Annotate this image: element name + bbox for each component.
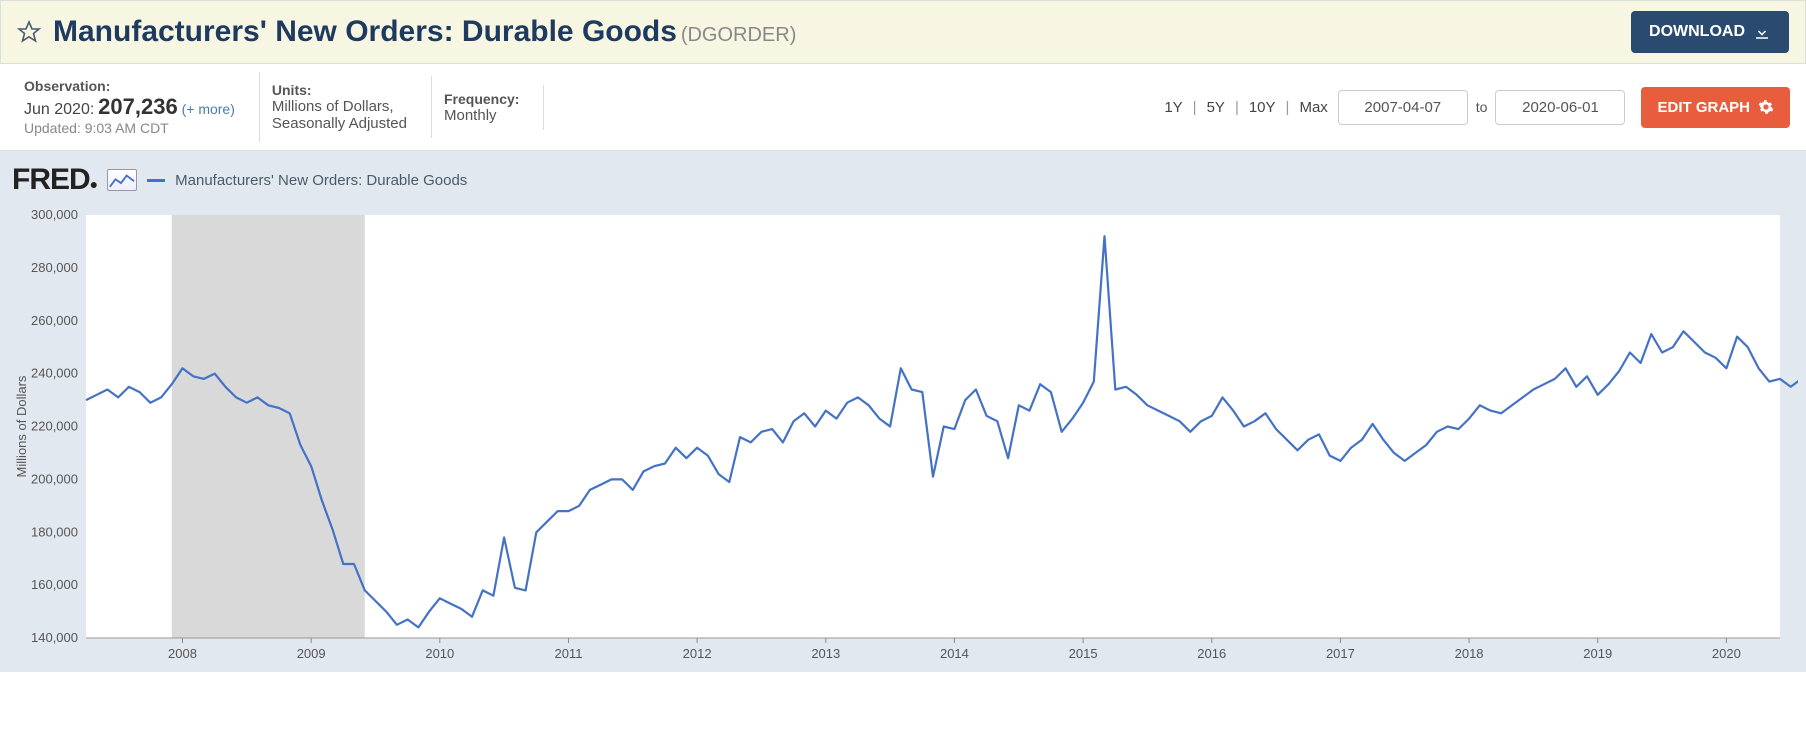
meta-bar: Observation: Jun 2020: 207,236 (+ more) … (0, 64, 1806, 151)
chart-header: FRED● Manufacturers' New Orders: Durable… (8, 159, 1806, 203)
updated-text: Updated: 9:03 AM CDT (24, 120, 235, 136)
svg-text:280,000: 280,000 (31, 260, 78, 275)
title-bar: Manufacturers' New Orders: Durable Goods… (0, 0, 1806, 64)
svg-text:260,000: 260,000 (31, 313, 78, 328)
units-block: Units: Millions of Dollars, Seasonally A… (260, 76, 432, 138)
svg-text:2018: 2018 (1455, 646, 1484, 661)
svg-text:2008: 2008 (168, 646, 197, 661)
svg-text:2013: 2013 (811, 646, 840, 661)
frequency-block: Frequency: Monthly (432, 85, 544, 130)
observation-label: Observation: (24, 78, 235, 94)
plot-wrap: 140,000 160,000 180,000 200,000 220,000 240,0… (8, 203, 1806, 668)
svg-text:200,000: 200,000 (31, 471, 78, 486)
svg-text:2010: 2010 (425, 646, 454, 661)
svg-text:2014: 2014 (940, 646, 969, 661)
page-title: Manufacturers' New Orders: Durable Goods… (53, 15, 796, 49)
title-main: Manufacturers' New Orders: Durable Goods (53, 15, 677, 48)
range-controls: 1Y | 5Y | 10Y | Max to (1162, 90, 1625, 125)
date-from-input[interactable] (1338, 90, 1468, 125)
line-chart[interactable]: 140,000 160,000 180,000 200,000 220,000 240,0… (8, 203, 1798, 668)
svg-text:2019: 2019 (1583, 646, 1612, 661)
units-line1: Millions of Dollars, (272, 98, 407, 115)
units-label: Units: (272, 82, 407, 98)
svg-text:140,000: 140,000 (31, 630, 78, 645)
svg-text:2011: 2011 (554, 646, 582, 661)
svg-text:220,000: 220,000 (31, 419, 78, 434)
download-label: DOWNLOAD (1649, 23, 1745, 41)
edit-graph-label: EDIT GRAPH (1657, 99, 1750, 116)
svg-text:300,000: 300,000 (31, 207, 78, 222)
chart-thumbnail-icon[interactable] (107, 169, 137, 191)
range-max[interactable]: Max (1297, 99, 1329, 116)
legend-swatch (147, 179, 165, 182)
range-10y[interactable]: 10Y (1247, 99, 1278, 116)
svg-text:2009: 2009 (297, 646, 326, 661)
chart-area: FRED● Manufacturers' New Orders: Durable… (0, 151, 1806, 672)
svg-text:180,000: 180,000 (31, 524, 78, 539)
svg-text:Millions of Dollars: Millions of Dollars (14, 375, 29, 477)
series-id: (DGORDER) (681, 24, 797, 46)
legend-series-name: Manufacturers' New Orders: Durable Goods (175, 172, 467, 189)
range-1y[interactable]: 1Y (1162, 99, 1184, 116)
svg-text:2012: 2012 (683, 646, 712, 661)
units-line2: Seasonally Adjusted (272, 115, 407, 132)
fred-logo: FRED● (12, 163, 97, 197)
edit-graph-button[interactable]: EDIT GRAPH (1641, 87, 1790, 128)
svg-text:2020: 2020 (1712, 646, 1741, 661)
title-left: Manufacturers' New Orders: Durable Goods… (17, 15, 796, 49)
svg-text:2015: 2015 (1069, 646, 1098, 661)
frequency-value: Monthly (444, 107, 519, 124)
date-to-input[interactable] (1495, 90, 1625, 125)
svg-text:2017: 2017 (1326, 646, 1355, 661)
gear-icon (1758, 99, 1774, 115)
frequency-label: Frequency: (444, 91, 519, 107)
download-button[interactable]: DOWNLOAD (1631, 11, 1789, 53)
range-sep: | (1193, 99, 1197, 116)
range-sep: | (1235, 99, 1239, 116)
observation-date: Jun 2020: (24, 101, 94, 118)
to-label: to (1476, 99, 1488, 115)
observation-value: 207,236 (98, 94, 178, 119)
observation-line: Jun 2020: 207,236 (+ more) (24, 94, 235, 120)
download-icon (1753, 23, 1771, 41)
observation-block: Observation: Jun 2020: 207,236 (+ more) … (16, 72, 260, 142)
range-sep: | (1286, 99, 1290, 116)
svg-text:160,000: 160,000 (31, 577, 78, 592)
favorite-star-icon[interactable] (17, 20, 41, 44)
svg-text:240,000: 240,000 (31, 366, 78, 381)
range-5y[interactable]: 5Y (1205, 99, 1227, 116)
observation-more-link[interactable]: (+ more) (182, 101, 235, 117)
svg-text:2016: 2016 (1197, 646, 1226, 661)
